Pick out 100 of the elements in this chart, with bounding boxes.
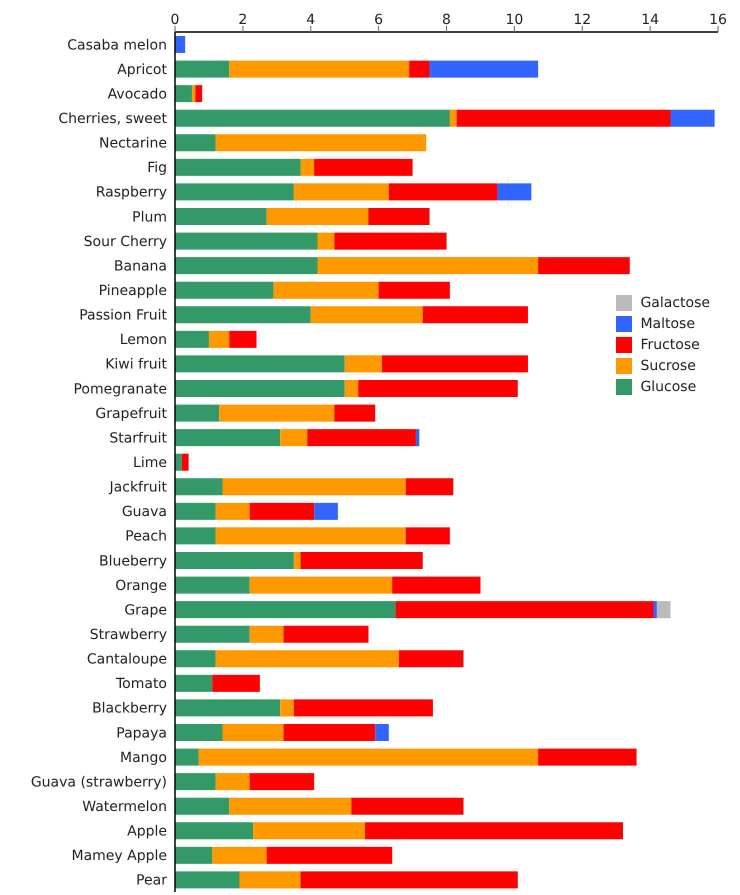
y-tick-label: Peach: [125, 528, 167, 545]
bar: [175, 576, 250, 594]
x-tick-label: 4: [306, 12, 316, 28]
bar: [216, 773, 250, 790]
bar: [208, 330, 230, 348]
y-tick-label: Lemon: [120, 332, 167, 348]
bar: [334, 232, 446, 250]
bar: [175, 355, 345, 372]
legend-label: Maltose: [640, 316, 695, 332]
bar: [388, 183, 498, 200]
bar: [250, 576, 392, 594]
bar: [396, 601, 654, 618]
bar: [216, 502, 250, 520]
y-tick-label: Blackberry: [92, 700, 167, 717]
y-tick-label: Orange: [115, 578, 167, 594]
bar: [175, 60, 230, 78]
bar: [175, 724, 223, 741]
bar: [266, 208, 368, 225]
x-tick-label: 12: [573, 12, 592, 28]
y-tick-label: Blueberry: [98, 553, 167, 570]
bar: [430, 60, 538, 78]
bar: [195, 85, 202, 102]
bar: [250, 773, 314, 790]
bar: [307, 429, 416, 446]
y-tick-label: Strawberry: [90, 626, 167, 643]
bar: [212, 674, 260, 692]
bar: [175, 330, 209, 348]
bar: [310, 306, 423, 324]
bar: [334, 404, 376, 422]
bar: [175, 699, 280, 716]
bar: [497, 183, 532, 200]
bar: [175, 626, 250, 643]
y-tick-label: Mamey Apple: [72, 848, 167, 864]
bar: [280, 429, 308, 446]
bar: [175, 773, 216, 790]
bar: [253, 822, 366, 840]
y-tick-label: Sour Cherry: [84, 234, 167, 250]
y-tick-label: Papaya: [116, 725, 167, 742]
bar: [175, 478, 223, 496]
bar: [284, 626, 368, 643]
bar: [344, 380, 358, 397]
bar: [456, 110, 670, 127]
y-tick-label: Apricot: [117, 62, 168, 78]
bar: [175, 822, 254, 840]
y-tick-label: Cantaloupe: [86, 652, 167, 668]
bar: [294, 183, 389, 200]
x-tick-label: 8: [442, 12, 451, 28]
bar: [222, 724, 284, 741]
bar: [175, 429, 280, 446]
y-tick-label: Passion Fruit: [79, 308, 168, 324]
bar: [314, 502, 338, 520]
y-tick-label: Plum: [132, 209, 167, 226]
bar: [250, 502, 314, 520]
y-tick-label: Mango: [120, 750, 167, 766]
bar: [300, 552, 423, 569]
bar: [212, 846, 267, 864]
bar: [406, 478, 454, 496]
y-tick-label: Watermelon: [82, 798, 167, 815]
bar: [219, 404, 335, 422]
bar: [344, 355, 382, 372]
bar: [175, 846, 212, 864]
legend-label: Fructose: [640, 336, 700, 352]
bar: [375, 724, 389, 741]
bar: [284, 724, 376, 741]
bar: [416, 429, 420, 446]
bar: [175, 601, 396, 618]
y-tick-label: Pomegranate: [73, 381, 167, 398]
bar: [378, 282, 450, 299]
bar: [175, 871, 240, 888]
bar: [294, 699, 433, 716]
bar: [175, 552, 294, 569]
bar: [670, 110, 715, 127]
bar: [175, 380, 345, 397]
bar: [318, 257, 538, 274]
legend-label: Glucose: [640, 378, 696, 394]
y-tick-label: Cherries, sweet: [58, 110, 168, 127]
bar: [538, 748, 637, 766]
bar: [192, 85, 196, 102]
x-tick-label: 10: [505, 12, 524, 28]
bar: [314, 158, 413, 176]
bar: [654, 601, 657, 618]
bar: [450, 110, 457, 127]
bar: [175, 798, 230, 815]
bar: [229, 798, 352, 815]
legend-label: Sucrose: [640, 358, 696, 374]
x-tick-label: 2: [238, 12, 248, 28]
bar: [392, 576, 480, 594]
y-tick-label: Jackfruit: [108, 480, 168, 496]
bar: [175, 404, 220, 422]
y-tick-label: Starfruit: [109, 430, 168, 446]
y-tick-label: Banana: [114, 258, 167, 274]
bar: [358, 380, 518, 397]
bar: [229, 60, 410, 78]
bar: [351, 798, 464, 815]
bar: [382, 355, 528, 372]
bar: [239, 871, 301, 888]
bar: [175, 134, 216, 152]
bar: [175, 183, 294, 200]
bar: [300, 871, 518, 888]
bar: [175, 650, 216, 668]
